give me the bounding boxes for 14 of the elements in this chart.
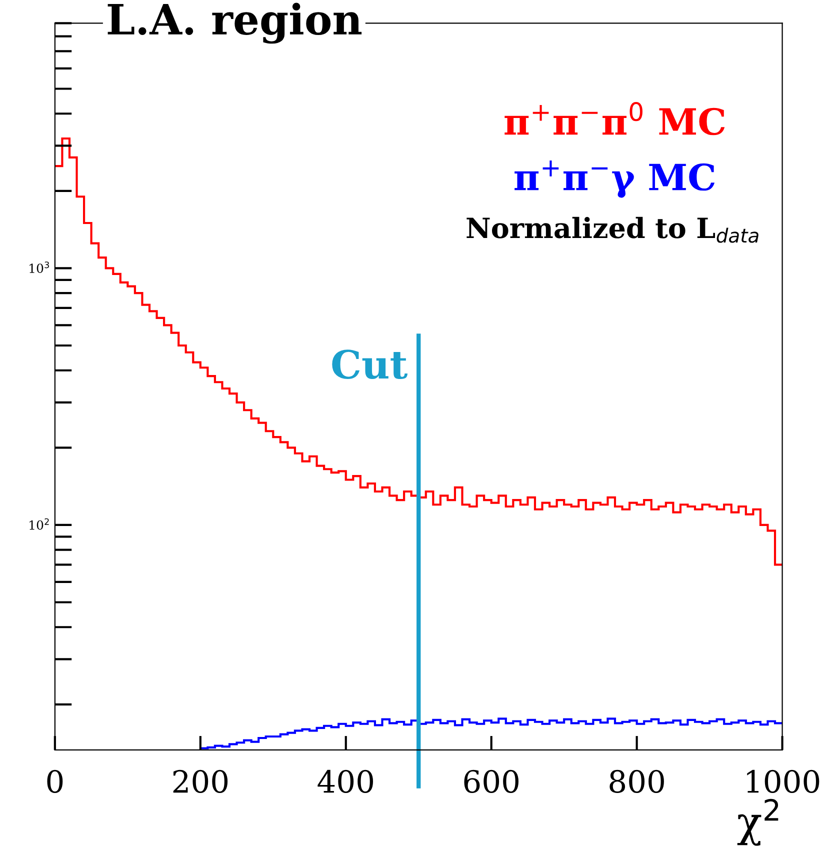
annotation: Normalized to L$_{data}$: [466, 216, 758, 243]
ref-line-label: Cut: [332, 350, 408, 380]
y-tick-label: 10$^{3}$: [30, 262, 49, 274]
x-tick-label: 600: [464, 770, 518, 794]
x-axis-title: χ$^{2}$: [737, 798, 778, 846]
x-tick-label: 1000: [747, 770, 820, 794]
y-tick-label: 10$^{2}$: [30, 518, 49, 530]
x-tick-label: 200: [173, 770, 228, 794]
x-tick-label: 0: [47, 770, 63, 794]
x-tick-label: 800: [610, 770, 664, 794]
chart-title: L.A. region: [108, 2, 362, 44]
text: π$^{+}$π$^{−}$π$^{0}$ MC: [504, 102, 725, 136]
text: π$^{+}$π$^{−}$γ MC: [514, 160, 715, 198]
x-tick-label: 400: [318, 770, 374, 794]
